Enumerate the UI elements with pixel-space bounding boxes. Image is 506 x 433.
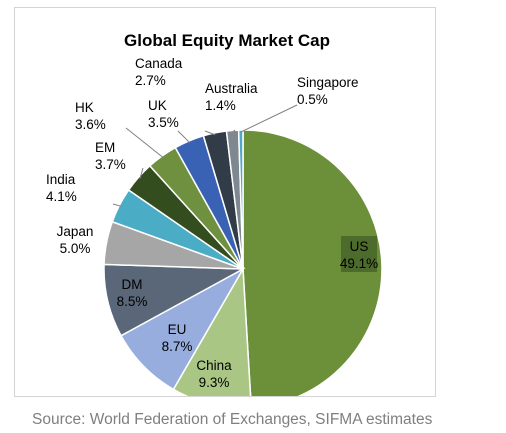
slice-label-value: 4.1% bbox=[46, 189, 77, 204]
leader-line-em bbox=[139, 167, 144, 179]
leader-line-canada bbox=[204, 130, 216, 136]
label-highlight-us bbox=[341, 236, 377, 272]
leader-line-india bbox=[112, 203, 122, 207]
slice-label-canada: Canada 2.7% bbox=[135, 56, 183, 88]
leader-line-hk bbox=[125, 127, 164, 158]
chart-title: Global Equity Market Cap bbox=[124, 31, 330, 50]
slice-label-dm: DM 8.5% bbox=[117, 277, 148, 309]
slice-label-value: 2.7% bbox=[135, 73, 166, 88]
slice-label-name: EM bbox=[95, 140, 115, 155]
slice-label-us: US 49.1% bbox=[340, 239, 378, 271]
slice-label-value: 8.7% bbox=[162, 339, 193, 354]
slice-label-singapore: Singapore 0.5% bbox=[297, 75, 359, 107]
source-note: Source: World Federation of Exchanges, S… bbox=[32, 411, 433, 428]
slice-label-name: EU bbox=[168, 322, 187, 337]
leader-lines bbox=[112, 104, 298, 207]
slice-label-value: 0.5% bbox=[297, 92, 328, 107]
slice-label-value: 5.0% bbox=[60, 241, 91, 256]
slice-label-uk: UK 3.5% bbox=[148, 98, 179, 130]
slice-label-name: China bbox=[196, 358, 232, 373]
pie-chart: Global Equity Market Cap US 49.1% China 9.3… bbox=[46, 31, 383, 396]
slice-label-value: 3.7% bbox=[95, 157, 126, 172]
leader-line-australia bbox=[232, 129, 236, 133]
slice-label-name: UK bbox=[148, 98, 167, 113]
pie-slice-singapore bbox=[237, 129, 244, 270]
leader-line-singapore bbox=[240, 104, 298, 133]
slice-label-china: China 9.3% bbox=[196, 358, 232, 390]
slice-label-name: HK bbox=[75, 100, 94, 115]
slice-label-name: Japan bbox=[57, 224, 94, 239]
slice-label-name: Australia bbox=[205, 81, 258, 96]
slice-label-value: 3.6% bbox=[75, 117, 106, 132]
chart-frame: Global Equity Market Cap US 49.1% China 9.3… bbox=[14, 7, 436, 397]
slice-label-japan: Japan 5.0% bbox=[57, 224, 94, 256]
slice-label-hk: HK 3.6% bbox=[75, 100, 106, 132]
slice-label-australia: Australia 1.4% bbox=[205, 81, 258, 113]
slice-label-name: US bbox=[350, 239, 369, 254]
slice-label-name: India bbox=[46, 172, 76, 187]
slice-labels: US 49.1% China 9.3% EU 8.7% DM 8.5% Japan 5.0% Ind… bbox=[46, 56, 378, 390]
slice-label-name: DM bbox=[122, 277, 143, 292]
slice-label-em: EM 3.7% bbox=[95, 140, 126, 172]
pie-slice-china bbox=[172, 266, 252, 396]
slice-label-india: India 4.1% bbox=[46, 172, 77, 204]
slice-label-name: Canada bbox=[135, 56, 183, 71]
slice-label-name: Singapore bbox=[297, 75, 359, 90]
leader-line-uk bbox=[177, 130, 191, 144]
pie-slice-us bbox=[242, 129, 383, 396]
slice-label-value: 8.5% bbox=[117, 294, 148, 309]
slice-label-eu: EU 8.7% bbox=[162, 322, 193, 354]
slice-label-value: 3.5% bbox=[148, 115, 179, 130]
slice-label-value: 9.3% bbox=[199, 375, 230, 390]
slice-label-value: 1.4% bbox=[205, 98, 236, 113]
slice-label-value: 49.1% bbox=[340, 256, 378, 271]
